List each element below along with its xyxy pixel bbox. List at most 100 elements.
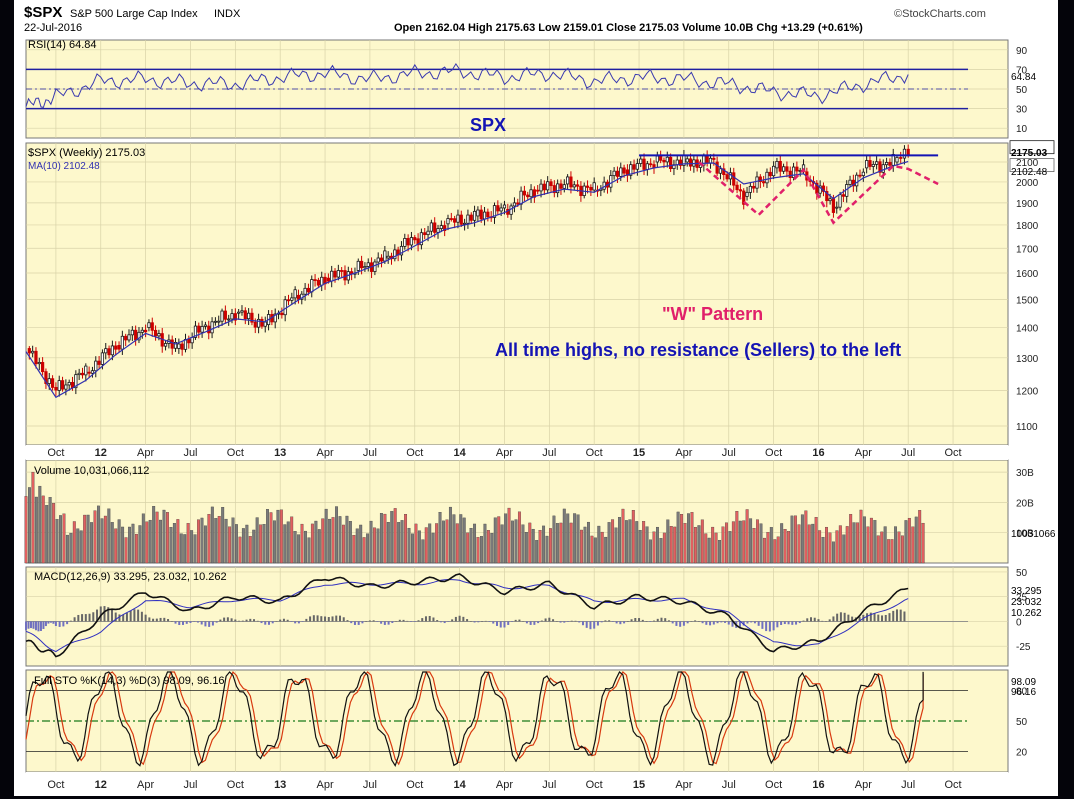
volume-bar [83, 514, 87, 564]
price-candle-body [263, 321, 267, 327]
volume-bar [217, 516, 221, 564]
price-candle-body [906, 148, 910, 155]
volume-bar [718, 540, 722, 564]
price-candle-body [735, 184, 739, 191]
volume-bar [645, 526, 649, 564]
resistance-note: All time highs, no resistance (Sellers) … [495, 340, 901, 360]
macd-histogram-bar [555, 621, 558, 622]
volume-bar [480, 536, 483, 564]
price-candle-body [177, 343, 181, 349]
macd-histogram-bar [410, 621, 413, 622]
macd-histogram-bar [241, 620, 244, 622]
price-candle-body [592, 182, 596, 191]
price-candle-body [868, 160, 872, 167]
price-candle-body [765, 171, 769, 184]
rsi-y-tick: 10 [1016, 124, 1028, 135]
price-candle-body [84, 365, 88, 376]
volume-bar [69, 532, 73, 564]
signal-last-value: 23.032 [1011, 597, 1042, 608]
macd-histogram-bar [866, 613, 869, 622]
x-tick-label: Apr [855, 779, 872, 791]
price-candle-body [233, 313, 237, 321]
volume-bar [787, 531, 791, 564]
macd-histogram-bar [581, 621, 584, 626]
macd-histogram-bar [858, 616, 861, 622]
price-candle-body [247, 312, 251, 320]
volume-bar [656, 526, 659, 564]
volume-bar [773, 539, 777, 564]
macd-line [25, 573, 909, 658]
x-tick-label: Jul [363, 447, 377, 459]
volume-bar [276, 509, 280, 564]
volume-bar [624, 520, 628, 564]
price-candle-body [848, 179, 852, 185]
price-candle-body [190, 337, 194, 344]
price-candle-body [386, 255, 390, 259]
spx-annotation: SPX [470, 115, 506, 135]
volume-bar [687, 513, 690, 564]
volume-bar [493, 517, 497, 564]
price-candle-body [712, 157, 716, 160]
price-candle-body [539, 183, 543, 192]
macd-histogram-bar [630, 619, 633, 622]
macd-histogram-bar [869, 612, 872, 622]
volume-bar [148, 519, 152, 564]
volume-bar [297, 534, 301, 564]
price-y-tick: 1500 [1016, 295, 1039, 306]
volume-bar [283, 524, 287, 564]
price-candle-body [881, 164, 885, 173]
macd-histogram-bar [297, 621, 300, 624]
x-tick-label: Oct [406, 779, 423, 791]
volume-bar [203, 525, 207, 564]
macd-histogram-bar [387, 621, 390, 625]
macd-histogram-bar [267, 621, 270, 625]
price-y-tick: 1900 [1016, 199, 1039, 210]
macd-histogram-bar [787, 621, 790, 625]
volume-bar [607, 522, 611, 564]
macd-histogram-bar [178, 621, 181, 626]
volume-bar [904, 520, 908, 564]
volume-bar [28, 487, 31, 564]
volume-bar [521, 524, 525, 564]
macd-histogram-bar [742, 621, 745, 626]
price-candle-body [559, 183, 563, 189]
macd-histogram-bar [481, 621, 484, 622]
volume-bar [797, 524, 801, 564]
price-candle-body [575, 184, 580, 187]
volume-bar [435, 523, 439, 564]
macd-histogram-bar [167, 619, 170, 622]
price-candle-body [858, 174, 862, 177]
volume-bar [193, 534, 197, 564]
macd-histogram-bar [686, 621, 689, 624]
x-tick-label: Apr [675, 447, 692, 459]
price-candle-body [825, 191, 829, 202]
volume-bar [490, 533, 494, 564]
volume-bar [103, 515, 107, 564]
macd-histogram-bar [682, 621, 685, 626]
volume-bar [869, 517, 873, 564]
price-candle-body [147, 322, 151, 328]
volume-bar [183, 534, 187, 564]
macd-histogram-bar [899, 609, 902, 622]
volume-bar [614, 527, 618, 564]
volume-bar [683, 523, 687, 564]
volume-bar [473, 523, 477, 564]
macd-histogram-bar [507, 621, 510, 625]
volume-bar [397, 522, 401, 564]
price-candle-body [899, 157, 903, 159]
price-candle-body [320, 276, 324, 286]
macd-histogram-bar [589, 621, 592, 630]
macd-histogram-bar [193, 621, 196, 622]
price-candle-body [788, 170, 792, 178]
volume-bar [345, 515, 349, 564]
volume-bar [704, 533, 708, 564]
rsi-y-tick: 70 [1016, 65, 1028, 76]
price-candle-body [838, 194, 842, 208]
volume-bar [835, 530, 839, 564]
price-candle-body [250, 312, 254, 323]
macd-histogram-bar [522, 621, 525, 622]
macd-histogram-bar [182, 621, 184, 625]
macd-histogram-bar [77, 614, 80, 622]
macd-histogram-bar [832, 616, 835, 622]
macd-histogram-bar [626, 621, 629, 622]
